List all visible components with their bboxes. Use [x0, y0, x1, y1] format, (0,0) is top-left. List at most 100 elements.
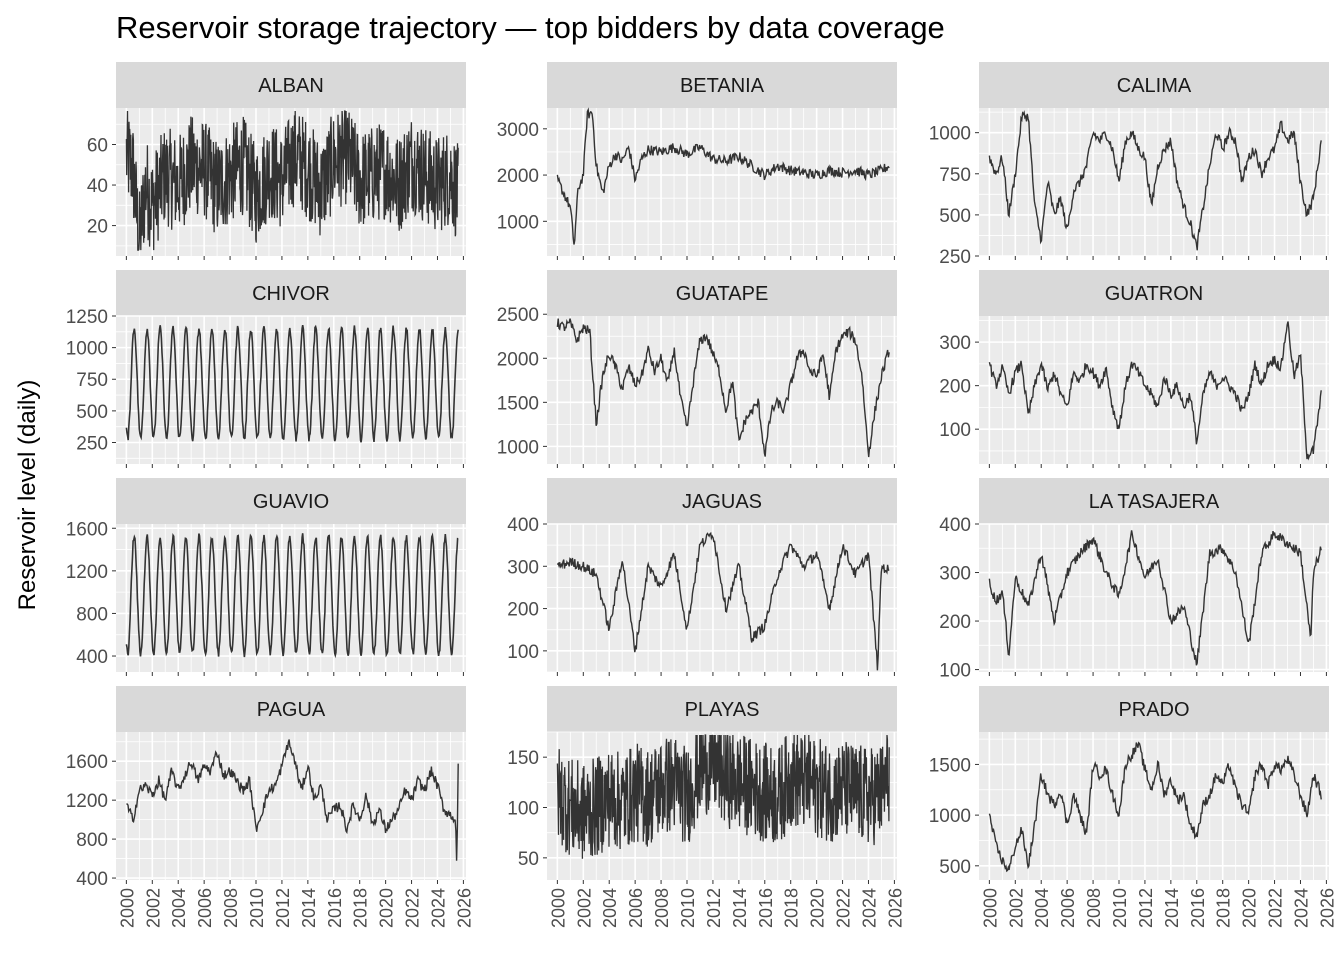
y-tick-label-playas: 150 [507, 748, 539, 769]
y-tick-label-chivor: 250 [76, 433, 108, 454]
x-tick-label: 2026 [885, 888, 905, 928]
y-tick-label-guatron: 300 [939, 333, 971, 354]
y-tick-label-guatron: 200 [939, 377, 971, 398]
strip-calima [979, 62, 1329, 108]
x-tick-label: 2002 [1006, 888, 1026, 928]
strip-pagua [116, 686, 466, 732]
x-tick-label: 2002 [143, 888, 163, 928]
x-tick-label: 2022 [403, 888, 423, 928]
series-line-jaguas [556, 531, 890, 671]
x-tick-label: 2008 [652, 888, 672, 928]
x-tick-label: 2022 [834, 888, 854, 928]
x-tick-label: 2010 [678, 888, 698, 928]
panel-prado [979, 732, 1329, 880]
x-tick-label: 2016 [325, 888, 345, 928]
x-tick-label: 2016 [756, 888, 776, 928]
strip-label-guatron: GUATRON [1105, 283, 1204, 305]
strip-jaguas [547, 478, 897, 524]
x-tick-label: 2002 [574, 888, 594, 928]
panel-pagua [116, 732, 466, 880]
strip-label-alban: ALBAN [258, 75, 324, 97]
panel-guatron [979, 316, 1329, 464]
strip-la-tasajera [979, 478, 1329, 524]
x-tick-label: 2000 [980, 888, 1000, 928]
strip-label-guatape: GUATAPE [676, 283, 769, 305]
strip-playas [547, 686, 897, 732]
x-tick-label: 2012 [1136, 888, 1156, 928]
y-tick-label-chivor: 1000 [66, 339, 108, 360]
x-tick-label: 2004 [1032, 888, 1052, 928]
y-tick-label-la-tasajera: 200 [939, 612, 971, 633]
strip-label-calima: CALIMA [1117, 75, 1192, 97]
panel-betania [547, 108, 897, 256]
series-line-betania [556, 107, 890, 245]
y-tick-label-betania: 3000 [497, 120, 539, 141]
strip-betania [547, 62, 897, 108]
x-tick-label: 2000 [117, 888, 137, 928]
y-tick-label-chivor: 1250 [66, 307, 108, 328]
strip-label-chivor: CHIVOR [252, 283, 330, 305]
series-line-guatape [556, 318, 890, 458]
y-tick-label-pagua: 1200 [66, 791, 108, 812]
series-line-playas [556, 734, 890, 859]
strip-label-playas: PLAYAS [685, 699, 760, 721]
y-tick-label-guavio: 1200 [66, 562, 108, 583]
x-tick-label: 2024 [859, 888, 879, 928]
x-tick-label: 2020 [808, 888, 828, 928]
y-tick-label-alban: 20 [87, 217, 108, 238]
y-tick-label-guatape: 2000 [497, 349, 539, 370]
y-tick-label-prado: 500 [939, 857, 971, 878]
series-line-guavio [125, 532, 459, 659]
x-tick-label: 2022 [1266, 888, 1286, 928]
panel-la-tasajera [979, 524, 1329, 672]
y-tick-label-la-tasajera: 300 [939, 564, 971, 585]
x-tick-label: 2026 [1317, 888, 1337, 928]
y-tick-label-betania: 2000 [497, 166, 539, 187]
strip-label-la-tasajera: LA TASAJERA [1089, 491, 1220, 513]
x-tick-label: 2026 [454, 888, 474, 928]
y-tick-label-guavio: 1600 [66, 519, 108, 540]
series-line-prado [988, 741, 1322, 873]
y-tick-label-alban: 60 [87, 135, 108, 156]
y-tick-label-pagua: 1600 [66, 752, 108, 773]
y-tick-label-guavio: 400 [76, 647, 108, 668]
x-tick-label: 2006 [626, 888, 646, 928]
x-tick-label: 2018 [351, 888, 371, 928]
x-tick-label: 2006 [195, 888, 215, 928]
x-tick-label: 2020 [377, 888, 397, 928]
panel-calima [979, 108, 1329, 256]
strip-label-guavio: GUAVIO [253, 491, 329, 513]
y-tick-label-calima: 250 [939, 247, 971, 268]
y-tick-label-jaguas: 200 [507, 600, 539, 621]
x-tick-label: 2014 [730, 888, 750, 928]
y-tick-label-calima: 1000 [929, 124, 971, 145]
y-tick-label-guatape: 1500 [497, 393, 539, 414]
x-tick-label: 2018 [782, 888, 802, 928]
x-tick-label: 2004 [600, 888, 620, 928]
y-tick-label-prado: 1000 [929, 806, 971, 827]
series-line-chivor [125, 324, 459, 443]
series-line-la-tasajera [988, 530, 1322, 666]
y-tick-label-pagua: 800 [76, 830, 108, 851]
y-tick-label-playas: 100 [507, 799, 539, 820]
strip-label-pagua: PAGUA [257, 699, 326, 721]
x-tick-label: 2008 [221, 888, 241, 928]
series-line-guatron [988, 321, 1322, 461]
y-tick-label-prado: 1500 [929, 755, 971, 776]
series-line-calima [988, 110, 1322, 251]
y-tick-label-playas: 50 [518, 849, 539, 870]
y-tick-label-guatron: 100 [939, 420, 971, 441]
x-tick-label: 2024 [428, 888, 448, 928]
x-tick-label: 2014 [1162, 888, 1182, 928]
y-tick-label-calima: 750 [939, 165, 971, 186]
y-tick-label-jaguas: 300 [507, 557, 539, 578]
y-tick-label-chivor: 500 [76, 402, 108, 423]
x-tick-label: 2004 [169, 888, 189, 928]
strip-label-jaguas: JAGUAS [682, 491, 762, 513]
strip-prado [979, 686, 1329, 732]
y-tick-label-calima: 500 [939, 206, 971, 227]
x-tick-label: 2008 [1084, 888, 1104, 928]
panel-jaguas [547, 524, 897, 672]
